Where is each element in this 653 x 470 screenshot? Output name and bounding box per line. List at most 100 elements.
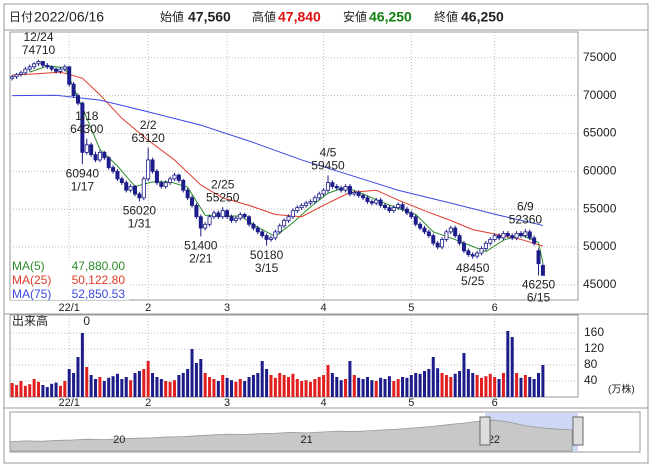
y-tick-label: 80	[584, 357, 598, 371]
candle-body	[435, 242, 440, 248]
candle-body	[479, 248, 484, 254]
navigator-handle[interactable]	[572, 416, 584, 446]
navigator-handle[interactable]	[479, 416, 491, 446]
volume-current: 0	[83, 314, 90, 328]
annotation-date: 6/9	[517, 199, 534, 213]
candle-body	[510, 235, 515, 239]
candle-body	[457, 235, 462, 244]
volume-bar	[405, 377, 409, 397]
y-tick-label: 120	[584, 341, 604, 355]
volume-bar	[155, 377, 159, 397]
annotation-value: 46250	[522, 278, 556, 292]
volume-bar	[80, 333, 84, 397]
candle-body	[124, 182, 129, 191]
volume-bar	[102, 381, 106, 397]
volume-bar	[199, 359, 203, 397]
candle-body	[154, 170, 159, 184]
legend-name: MA(5)	[12, 259, 45, 273]
candle-body	[453, 227, 458, 237]
candle-body	[146, 159, 151, 180]
annotation-date: 6/15	[527, 291, 551, 305]
candle-body	[75, 95, 80, 104]
volume-bar	[256, 373, 260, 397]
volume-bar	[313, 379, 317, 397]
candle-body	[89, 144, 94, 156]
legend-value: 52,850.53	[72, 287, 126, 301]
candle-body	[97, 151, 102, 161]
legend-name: MA(75)	[12, 287, 51, 301]
volume-bar	[208, 377, 212, 397]
volume-bar	[124, 377, 128, 397]
candle-body	[339, 187, 344, 191]
y-tick-label: 40	[584, 373, 598, 387]
candle-body	[365, 197, 370, 202]
volume-bar	[335, 377, 339, 397]
volume-bar	[488, 373, 492, 397]
volume-bar	[186, 369, 190, 397]
volume-bar	[58, 385, 62, 397]
candle-body	[80, 102, 85, 153]
candle-body	[84, 144, 89, 153]
navigator-area	[9, 419, 573, 452]
volume-bar	[287, 377, 291, 397]
volume-bar	[146, 361, 150, 397]
y-tick-label: 65000	[583, 126, 617, 140]
annotation-value: 55250	[206, 190, 240, 204]
annotation-value: 56020	[123, 204, 157, 218]
volume-bar	[532, 379, 536, 397]
volume-bar	[85, 367, 89, 397]
candle-body	[501, 232, 506, 239]
volume-bar	[409, 375, 413, 397]
volume-bar	[89, 375, 93, 397]
candle-body	[176, 174, 181, 181]
volume-bar	[348, 361, 352, 397]
high-value: 47,840	[278, 9, 321, 25]
volume-bar	[357, 377, 361, 397]
candle-body	[514, 232, 519, 239]
candle-body	[470, 254, 475, 257]
x-tick-label: 3	[224, 302, 230, 314]
y-tick-label: 160	[584, 325, 604, 339]
annotation-value: 74710	[22, 43, 56, 57]
candle-body	[483, 242, 488, 249]
candle-body	[168, 178, 173, 184]
volume-bar	[440, 373, 444, 397]
volume-bar	[541, 365, 545, 397]
candle-body	[488, 239, 493, 244]
candle-body	[203, 223, 208, 229]
volume-bar	[159, 379, 163, 397]
candle-body	[369, 201, 374, 204]
volume-bar	[506, 331, 510, 397]
volume-bar	[484, 376, 488, 397]
candle-body	[93, 154, 98, 161]
candle-body	[396, 204, 401, 209]
volume-bar	[370, 380, 374, 397]
candle-body	[172, 174, 177, 180]
volume-bar	[115, 373, 119, 397]
candle-body	[347, 186, 352, 195]
candle-body	[247, 216, 252, 225]
volume-bar	[221, 375, 225, 397]
candle-body	[260, 231, 265, 237]
volume-bar	[344, 379, 348, 397]
candle-body	[45, 64, 50, 68]
volume-bar	[76, 357, 80, 397]
candle-body	[448, 227, 453, 233]
ma-line	[12, 71, 544, 247]
legend-box	[11, 258, 129, 300]
candle-body	[299, 204, 304, 209]
volume-bar	[308, 381, 312, 397]
volume-bar	[164, 381, 168, 397]
candle-body	[317, 193, 322, 199]
volume-bar	[282, 375, 286, 397]
candle-body	[475, 252, 480, 257]
candle-body	[23, 68, 28, 74]
candle-body	[312, 197, 317, 202]
volume-bar	[326, 365, 330, 397]
candle-body	[418, 223, 423, 229]
volume-bar	[449, 377, 453, 397]
volume-bar	[352, 375, 356, 397]
candle-body	[216, 212, 221, 218]
candle-body	[409, 212, 414, 218]
candle-body	[413, 216, 418, 225]
